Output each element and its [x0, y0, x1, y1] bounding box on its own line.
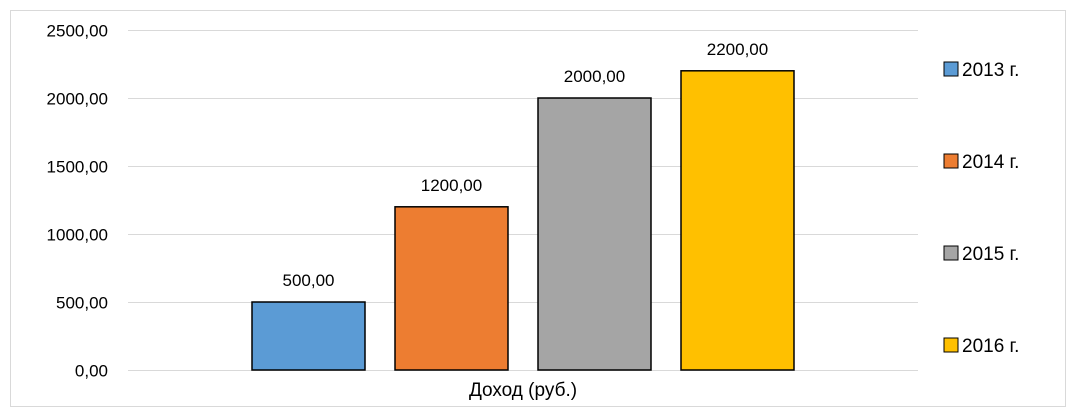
bars — [251, 70, 795, 371]
legend-label: 2015 г. — [962, 244, 1019, 265]
bar-2015 — [537, 97, 652, 371]
legend-swatch — [943, 61, 959, 77]
y-tick-label: 500,00 — [56, 294, 108, 313]
y-axis-ticks: 0,00 500,00 1000,00 1500,00 2000,00 2500,00 — [47, 22, 108, 381]
bar-2014 — [394, 206, 509, 371]
chart-border — [10, 10, 1066, 407]
legend-label: 2014 г. — [962, 152, 1019, 173]
bar-2016 — [680, 70, 795, 371]
y-tick-label: 0,00 — [75, 362, 108, 381]
legend-swatch — [943, 337, 959, 353]
legend: 2013 г. 2014 г. 2015 г. 2016 г. — [943, 60, 1019, 357]
legend-swatch — [943, 153, 959, 169]
legend-label: 2016 г. — [962, 336, 1019, 357]
data-label: 1200,00 — [421, 176, 482, 195]
data-label: 500,00 — [283, 271, 335, 290]
y-tick-label: 2500,00 — [47, 22, 108, 41]
legend-label: 2013 г. — [962, 60, 1019, 81]
data-labels: 500,00 1200,00 2000,00 2200,00 — [283, 40, 769, 290]
data-label: 2000,00 — [564, 67, 625, 86]
y-tick-label: 1000,00 — [47, 226, 108, 245]
bar-2013 — [251, 301, 366, 371]
y-tick-label: 2000,00 — [47, 90, 108, 109]
category-label: Доход (руб.) — [469, 380, 577, 401]
category-axis: Доход (руб.) — [469, 380, 577, 401]
data-label: 2200,00 — [707, 40, 768, 59]
y-tick-label: 1500,00 — [47, 158, 108, 177]
grid-lines — [128, 30, 918, 371]
legend-swatch — [943, 245, 959, 261]
